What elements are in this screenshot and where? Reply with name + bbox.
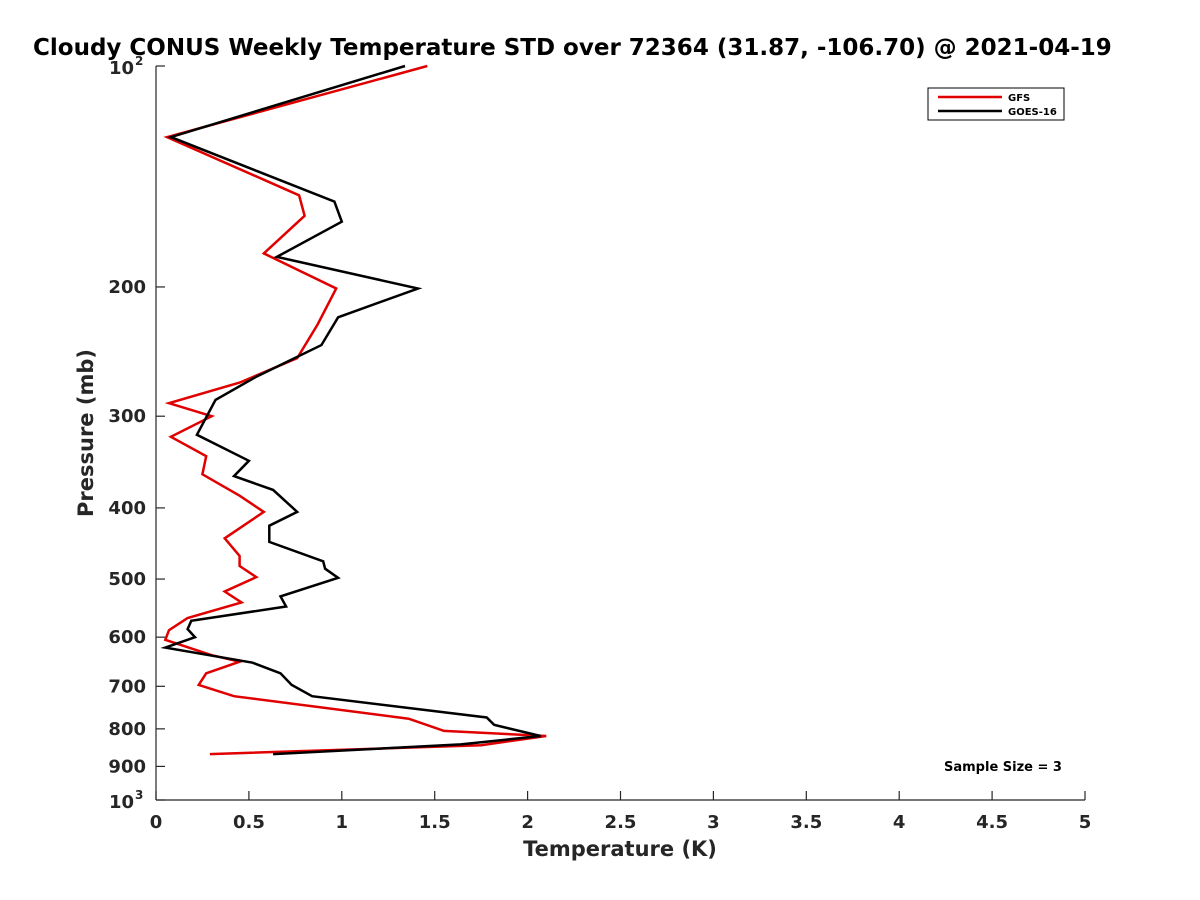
- legend-label-gfs: GFS: [1008, 93, 1030, 104]
- x-tick-label: 0.5: [233, 812, 265, 833]
- x-axis-label: Temperature (K): [523, 837, 717, 861]
- y-tick-label: 200: [108, 277, 146, 298]
- x-tick-label: 4: [893, 812, 906, 833]
- x-tick-label: 1.5: [419, 812, 451, 833]
- x-tick-label: 3: [707, 812, 720, 833]
- plot-area: [156, 66, 1085, 800]
- y-tick-label: 300: [108, 406, 146, 427]
- y-tick-label: 500: [108, 569, 146, 590]
- legend-box: [927, 87, 1065, 121]
- x-tick-label: 2.5: [605, 812, 637, 833]
- y-tick-label: 400: [108, 498, 146, 519]
- y-tick-label: 10: [109, 792, 134, 813]
- y-tick-label: 700: [108, 676, 146, 697]
- series-line-gfs: [163, 64, 547, 756]
- chart-title: Cloudy CONUS Weekly Temperature STD over…: [33, 35, 1112, 61]
- series-layer: [160, 64, 547, 756]
- y-tick-label: 900: [108, 756, 146, 777]
- y-tick-label: 10: [109, 58, 134, 79]
- y-tick-exponent: 3: [135, 788, 143, 802]
- x-tick-label: 2: [521, 812, 534, 833]
- x-tick-label: 5: [1079, 812, 1092, 833]
- y-axis-label: Pressure (mb): [74, 349, 98, 517]
- series-line-goes16: [160, 64, 541, 756]
- sample-size-annotation: Sample Size = 3: [944, 760, 1062, 775]
- y-tick-exponent: 2: [135, 54, 143, 68]
- y-tick-label: 800: [108, 719, 146, 740]
- x-tick-label: 4.5: [976, 812, 1008, 833]
- y-tick-label: 600: [108, 627, 146, 648]
- x-ticks: 0 0.5 1 1.5 2 2.5 3 3.5 4 4.5 5: [150, 791, 1092, 833]
- x-tick-label: 3.5: [790, 812, 822, 833]
- plot-background: [156, 66, 1085, 800]
- legend-label-goes16: GOES-16: [1008, 107, 1057, 118]
- x-tick-label: 1: [336, 812, 349, 833]
- x-tick-label: 0: [150, 812, 163, 833]
- legend: GFS GOES-16: [927, 87, 1065, 121]
